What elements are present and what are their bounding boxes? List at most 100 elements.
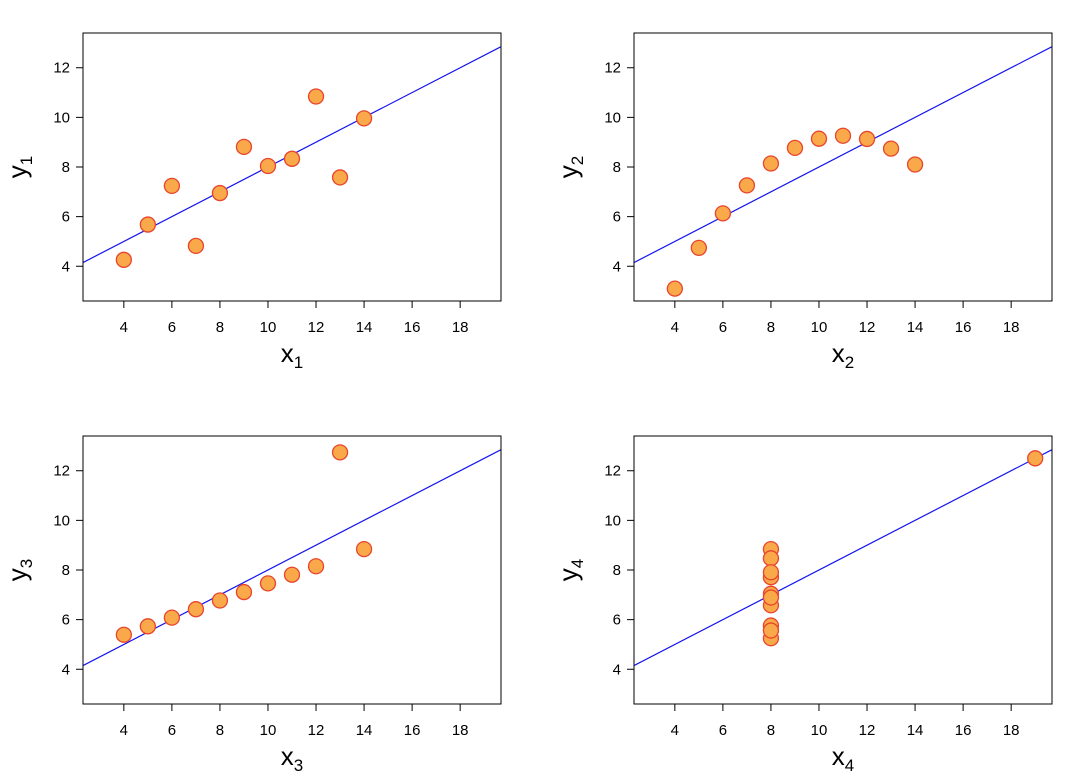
data-point xyxy=(283,566,301,583)
y-tick-label: 12 xyxy=(604,463,621,480)
data-point xyxy=(259,575,277,592)
data-point xyxy=(331,169,349,186)
data-point xyxy=(762,564,780,581)
data-point xyxy=(307,558,325,575)
panel-1: 4 6 8 10 12 14 16 18 4 6 8 10 12 x1 y1 xyxy=(2,32,502,372)
x-tick-label: 14 xyxy=(907,722,924,739)
data-point xyxy=(714,205,732,222)
data-point xyxy=(331,444,349,461)
x-tick-label: 6 xyxy=(168,722,176,739)
x-tick-label: 8 xyxy=(767,722,775,739)
data-point xyxy=(1027,450,1044,467)
x-tick-label: 8 xyxy=(216,319,224,336)
data-point xyxy=(355,541,373,558)
y-axis-label: y1 xyxy=(2,156,36,178)
data-point xyxy=(187,237,205,255)
data-point xyxy=(882,140,900,157)
y-tick-label: 10 xyxy=(53,512,70,529)
x-tick-label: 6 xyxy=(168,319,176,336)
x-axis-label: x3 xyxy=(281,741,303,775)
y-tick-label: 12 xyxy=(53,463,70,480)
data-point xyxy=(738,177,756,194)
y-tick-label: 6 xyxy=(62,612,70,629)
y-tick-label: 8 xyxy=(62,562,70,579)
data-point xyxy=(139,618,157,635)
x-tick-label: 4 xyxy=(671,319,679,336)
x-tick-label: 18 xyxy=(1003,319,1020,336)
x-tick-label: 10 xyxy=(260,722,277,739)
data-point xyxy=(235,583,253,601)
x-axis-label: x4 xyxy=(832,741,854,775)
x-tick-label: 12 xyxy=(308,319,325,336)
data-point xyxy=(810,130,828,147)
x-tick-label: 8 xyxy=(216,722,224,739)
y-tick-label: 4 xyxy=(62,661,70,678)
x-tick-label: 12 xyxy=(859,722,876,739)
x-tick-label: 6 xyxy=(719,319,727,336)
data-point xyxy=(762,589,780,606)
data-point xyxy=(163,609,181,626)
data-point xyxy=(307,88,325,105)
data-point xyxy=(235,138,253,156)
y-tick-label: 4 xyxy=(62,258,70,275)
x-tick-label: 10 xyxy=(811,319,828,336)
y-tick-label: 10 xyxy=(53,109,70,126)
data-point xyxy=(163,177,181,195)
y-tick-label: 8 xyxy=(613,159,621,176)
x-tick-label: 12 xyxy=(308,722,325,739)
x-tick-label: 4 xyxy=(120,319,128,336)
x-tick-label: 16 xyxy=(955,722,972,739)
data-point xyxy=(690,239,708,257)
plot-frame xyxy=(633,435,1053,705)
data-point xyxy=(187,601,205,618)
y-tick-label: 8 xyxy=(613,562,621,579)
y-tick-label: 6 xyxy=(613,209,621,226)
regression-line xyxy=(634,46,1052,264)
x-tick-label: 18 xyxy=(1003,722,1020,739)
x-tick-label: 8 xyxy=(767,319,775,336)
x-tick-label: 14 xyxy=(907,319,924,336)
x-tick-label: 10 xyxy=(260,319,277,336)
x-tick-label: 12 xyxy=(859,319,876,336)
x-tick-label: 16 xyxy=(404,722,421,739)
x-axis-label: x1 xyxy=(281,338,303,372)
y-tick-label: 12 xyxy=(604,60,621,77)
x-tick-label: 18 xyxy=(452,722,469,739)
x-tick-label: 14 xyxy=(356,722,373,739)
panel-2: 4 6 8 10 12 14 16 18 4 6 8 10 12 x2 y2 xyxy=(553,32,1053,372)
y-tick-label: 6 xyxy=(613,612,621,629)
data-point xyxy=(283,150,301,167)
x-tick-label: 16 xyxy=(404,319,421,336)
x-axis-label: x2 xyxy=(832,338,854,372)
data-point xyxy=(786,139,804,157)
x-tick-label: 14 xyxy=(356,319,373,336)
data-point xyxy=(834,127,852,144)
data-point xyxy=(115,626,132,643)
x-tick-label: 6 xyxy=(719,722,727,739)
data-point xyxy=(259,157,277,175)
data-point xyxy=(115,251,132,268)
x-tick-label: 18 xyxy=(452,319,469,336)
y-tick-label: 4 xyxy=(613,258,621,275)
x-tick-label: 4 xyxy=(120,722,128,739)
data-point xyxy=(762,550,780,567)
data-point xyxy=(139,216,157,233)
data-point xyxy=(666,280,683,297)
data-point xyxy=(858,130,876,148)
y-tick-label: 12 xyxy=(53,60,70,77)
y-tick-label: 10 xyxy=(604,512,621,529)
x-tick-label: 10 xyxy=(811,722,828,739)
y-axis-label: y3 xyxy=(2,559,36,581)
data-point xyxy=(211,592,229,609)
y-tick-label: 10 xyxy=(604,109,621,126)
y-axis-label: y2 xyxy=(553,156,587,178)
data-point xyxy=(906,156,924,173)
plot-frame xyxy=(633,32,1053,302)
data-point xyxy=(762,622,780,639)
y-tick-label: 4 xyxy=(613,661,621,678)
x-tick-label: 16 xyxy=(955,319,972,336)
plot-frame xyxy=(82,32,502,302)
y-axis-label: y4 xyxy=(553,559,587,581)
panel-4: 4 6 8 10 12 14 16 18 4 6 8 10 12 x4 y4 xyxy=(553,435,1053,775)
